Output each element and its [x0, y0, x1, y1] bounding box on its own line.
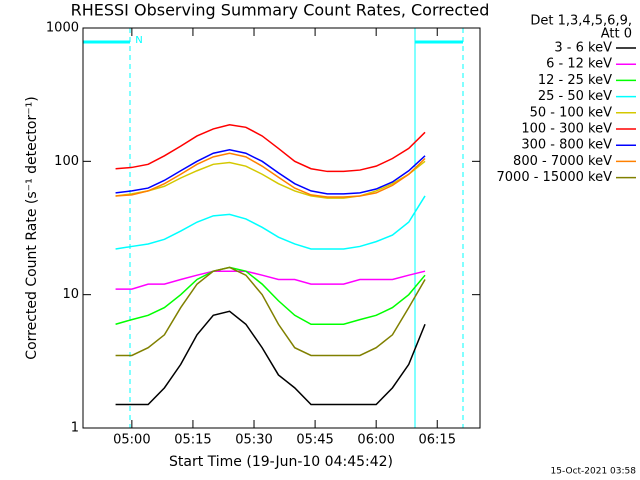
- legend-label: 3 - 6 keV: [554, 41, 612, 56]
- legend-label: 800 - 7000 keV: [513, 154, 612, 169]
- series-line: [115, 124, 426, 173]
- series-line: [115, 266, 426, 357]
- x-tick-label: 06:00: [357, 433, 394, 448]
- legend-label: 7000 - 15000 keV: [497, 170, 613, 185]
- x-tick-label: 05:00: [113, 433, 150, 448]
- legend-header: Att 0: [601, 27, 632, 42]
- legend-label: 100 - 300 keV: [521, 122, 612, 137]
- x-tick-label: 05:15: [174, 433, 211, 448]
- y-tick-label: 100: [54, 154, 79, 169]
- chart-title: RHESSI Observing Summary Count Rates, Co…: [71, 1, 490, 20]
- legend-header: Det 1,3,4,5,6,9,: [530, 14, 632, 29]
- x-tick-label: 06:15: [419, 433, 456, 448]
- legend-label: 50 - 100 keV: [530, 105, 613, 120]
- plot-frame: [82, 27, 481, 429]
- series-line: [115, 160, 426, 199]
- x-tick-label: 05:30: [235, 433, 272, 448]
- y-tick-label: 1000: [46, 21, 79, 36]
- x-axis-label: Start Time (19-Jun-10 04:45:42): [169, 454, 393, 470]
- legend-label: 25 - 50 keV: [538, 89, 612, 104]
- annotation: N: [135, 35, 142, 46]
- y-tick-label: 10: [62, 287, 79, 302]
- legend-label: 300 - 800 keV: [521, 138, 612, 153]
- series-line: [115, 266, 426, 325]
- x-tick-label: 05:45: [296, 433, 333, 448]
- series-line: [115, 270, 426, 290]
- footer: 15-Oct-2021 03:58: [551, 467, 637, 477]
- series-line: [115, 152, 426, 198]
- series-line: [115, 195, 426, 250]
- legend-label: 12 - 25 keV: [538, 73, 612, 88]
- series-line: [115, 310, 426, 406]
- y-tick-label: 1: [71, 421, 79, 436]
- legend-label: 6 - 12 keV: [546, 57, 612, 72]
- y-axis-label: Corrected Count Rate (s⁻¹ detector⁻¹): [24, 96, 40, 359]
- series-line: [115, 149, 426, 195]
